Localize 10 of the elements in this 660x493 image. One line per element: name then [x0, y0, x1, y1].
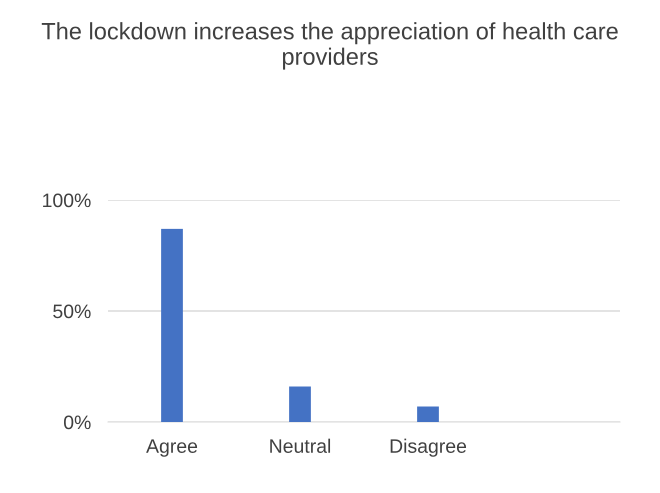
y-tick-label: 50%	[53, 304, 91, 318]
y-tick-label: 0%	[64, 415, 91, 430]
chart-title: The lockdown increases the appreciation of health care providers	[42, 22, 618, 70]
x-tick-label: Agree	[146, 439, 198, 457]
x-tick-label: Disagree	[390, 438, 466, 457]
bar	[417, 406, 439, 422]
x-tick-label: Neutral	[270, 438, 330, 453]
y-tick-label: 100%	[43, 193, 91, 208]
bar	[161, 228, 183, 422]
bar	[289, 386, 311, 422]
